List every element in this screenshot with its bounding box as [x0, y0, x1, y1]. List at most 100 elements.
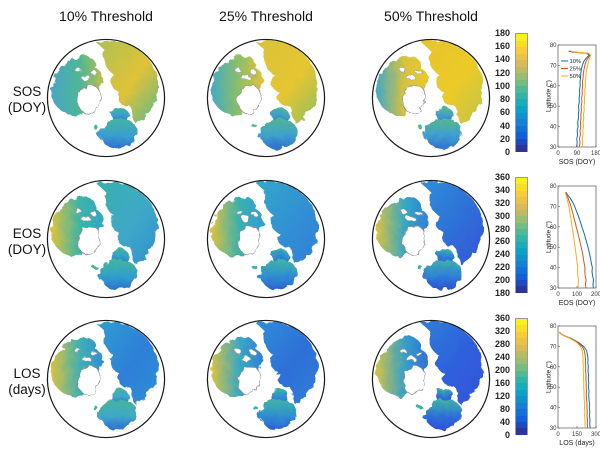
colorbar-tick-label: 180 — [494, 28, 510, 38]
arctic-archipelago-outline — [415, 351, 423, 356]
arctic-archipelago-outline — [235, 209, 242, 214]
arctic-archipelago-outline — [405, 355, 416, 362]
map-los-50pct — [370, 318, 492, 440]
colorbar-tick-label: 180 — [494, 288, 510, 298]
landmass-iceland — [92, 265, 98, 270]
arctic-archipelago-outline — [240, 215, 251, 222]
arctic-archipelago-outline — [240, 355, 251, 362]
colorbar-tick-label: 240 — [494, 249, 510, 260]
hemisphere-outline — [46, 179, 166, 299]
colorbar-tick-label: 60 — [499, 107, 510, 118]
arctic-archipelago-outline — [250, 70, 258, 75]
arctic-archipelago-outline — [80, 74, 91, 81]
colorbar-tick-label: 260 — [494, 236, 510, 247]
column-header-50pct: 50% Threshold — [384, 8, 478, 24]
colorbar-tick-label: 80 — [499, 404, 510, 414]
profile-line-25% — [569, 50, 591, 148]
colorbar-gradient — [515, 177, 528, 293]
landmass-eurasia — [255, 181, 319, 265]
landmass-scandinavia — [271, 388, 290, 404]
axes-box — [557, 185, 597, 289]
arctic-archipelago-outline — [405, 74, 416, 81]
landmass-europe — [100, 118, 137, 149]
y-tick-label: 70 — [550, 204, 557, 210]
x-tick-label: 90 — [574, 151, 581, 157]
x-tick-label: 100 — [572, 292, 583, 298]
landmass-europe — [425, 259, 462, 290]
arctic-archipelago-outline — [90, 211, 98, 216]
y-tick-label: 40 — [550, 266, 557, 272]
colorbar-tick-label: 320 — [494, 326, 510, 336]
profile-plot-eos: 30 40 50 60 70 80 0 100 200 EOS (DOY) Latitude (°) — [544, 178, 600, 315]
colorbar-tick-label: 300 — [494, 210, 510, 221]
colorbar-gradient — [515, 318, 528, 435]
profile-line-50% — [558, 331, 586, 429]
y-tick-label: 30 — [550, 286, 557, 292]
y-tick-label: 70 — [550, 344, 557, 350]
x-axis-label: EOS (DOY) — [559, 300, 596, 307]
x-axis-label: SOS (DOY) — [559, 159, 596, 166]
arctic-archipelago-outline — [80, 355, 91, 362]
arctic-archipelago-outline — [250, 351, 258, 356]
x-tick-label: 0 — [556, 432, 560, 438]
y-tick-label: 50 — [550, 245, 557, 251]
colorbar-tick-label: 280 — [494, 223, 510, 234]
y-tick-label: 30 — [550, 145, 557, 151]
colorbar-tick-label: 120 — [494, 67, 510, 78]
row-label-los: LOS (days) — [8, 366, 46, 398]
y-tick-label: 60 — [550, 225, 557, 231]
y-axis-label: Latitude (°) — [545, 361, 553, 393]
landmass-britain — [422, 132, 427, 139]
y-tick-label: 40 — [550, 125, 557, 131]
legend-label: 50% — [570, 74, 582, 80]
colorbar-gradient — [515, 33, 528, 152]
map-los-10pct — [45, 318, 167, 440]
profile-line-10% — [565, 191, 594, 289]
landmass-eurasia — [95, 40, 159, 124]
landmass-scandinavia — [111, 388, 130, 404]
colorbar-tick-label: 0 — [504, 147, 510, 157]
colorbar-tick-label: 200 — [494, 275, 510, 286]
landmass-eurasia — [255, 40, 319, 124]
landmass-europe — [100, 399, 137, 430]
x-axis-label: LOS (days) — [559, 440, 594, 447]
legend-label: 10% — [570, 59, 582, 65]
colorbar-tick-label: 320 — [494, 197, 510, 208]
y-tick-label: 40 — [550, 406, 557, 412]
column-header-25pct: 25% Threshold — [219, 8, 313, 24]
map-eos-10pct — [45, 178, 167, 300]
landmass-britain — [422, 413, 427, 420]
map-sos-10pct — [45, 37, 167, 159]
profile-line-10% — [568, 50, 590, 148]
x-tick-label: 0 — [556, 292, 560, 298]
y-tick-label: 60 — [550, 84, 557, 90]
map-los-25pct — [205, 318, 327, 440]
hemisphere-outline — [206, 38, 326, 158]
greenland-outline — [402, 85, 426, 114]
greenland-outline — [77, 226, 101, 255]
greenland-outline — [237, 85, 261, 114]
landmass-europe — [425, 399, 462, 430]
colorbar-tick-label: 340 — [494, 184, 510, 195]
arctic-archipelago-outline — [400, 68, 407, 73]
map-sos-25pct — [205, 37, 327, 159]
hemisphere-outline — [371, 38, 491, 158]
landmass-iceland — [252, 405, 258, 410]
colorbar-tick-label: 120 — [494, 391, 510, 401]
arctic-archipelago-outline — [235, 349, 242, 354]
landmass-iceland — [417, 405, 423, 410]
landmass-eurasia — [420, 40, 484, 124]
arctic-archipelago-outline — [415, 211, 423, 216]
y-axis-label: Latitude (°) — [545, 221, 553, 253]
arctic-archipelago-outline — [235, 68, 242, 73]
landmass-britain — [97, 132, 102, 139]
profile-line-50% — [570, 50, 592, 148]
greenland-outline — [237, 366, 261, 395]
y-tick-label: 80 — [550, 184, 557, 190]
landmass-scandinavia — [111, 107, 130, 123]
landmass-europe — [260, 399, 297, 430]
landmass-europe — [260, 118, 297, 149]
landmass-scandinavia — [436, 248, 455, 264]
colorbar-tick-label: 20 — [499, 133, 510, 144]
